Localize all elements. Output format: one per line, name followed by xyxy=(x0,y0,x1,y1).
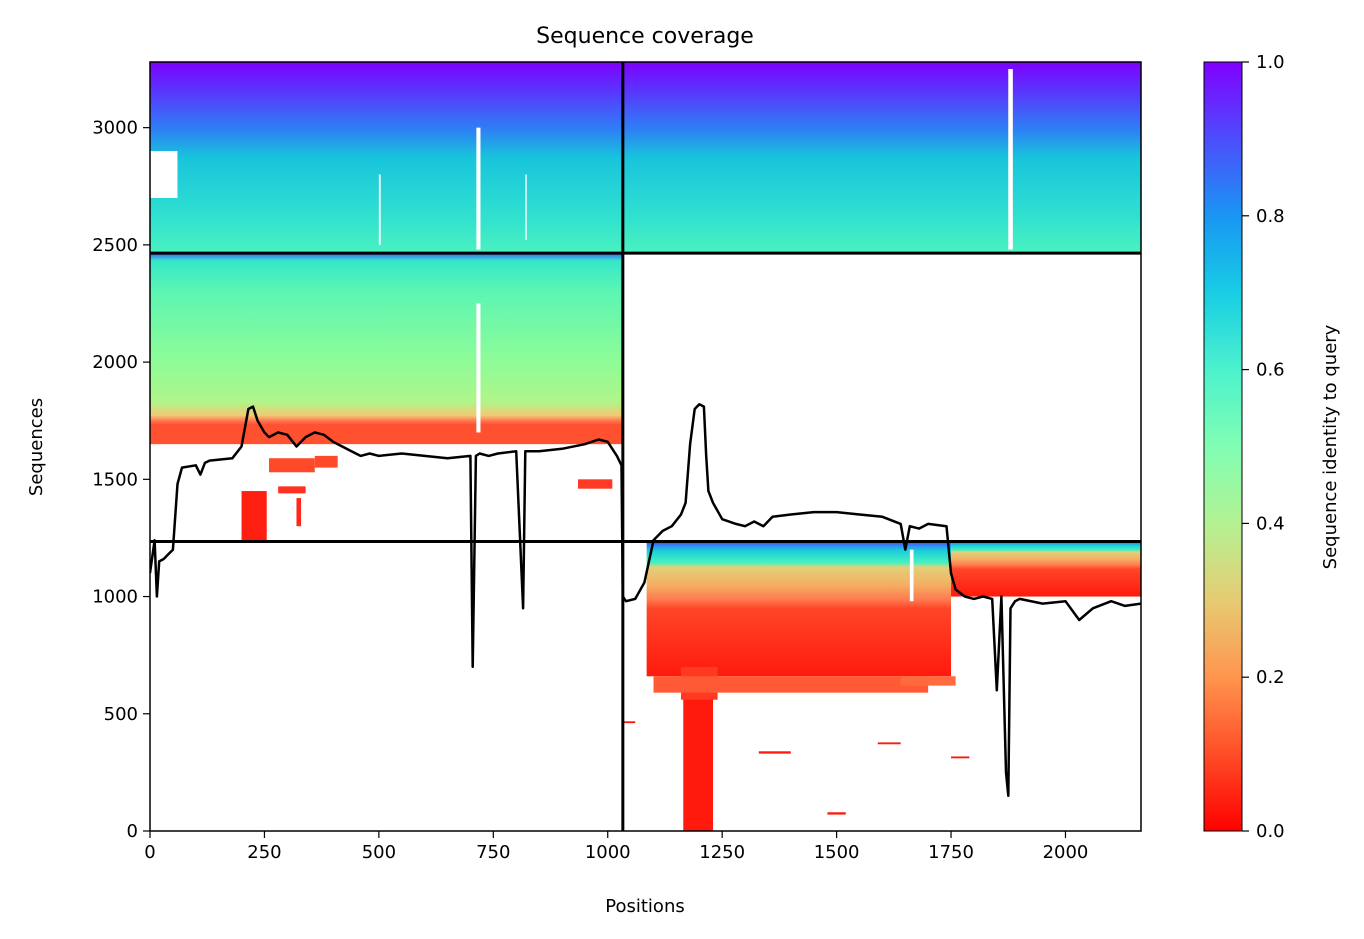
x-tick-label: 1750 xyxy=(928,842,974,863)
heatmap-block-top xyxy=(150,62,1141,254)
heatmap-fragment xyxy=(951,756,970,759)
x-tick-label: 0 xyxy=(144,842,155,863)
heatmap-block-right-tail xyxy=(951,541,1141,597)
coverage-line xyxy=(150,403,1141,798)
y-tick-label: 0 xyxy=(127,821,138,842)
heatmap-gap xyxy=(476,303,481,433)
colorbar-tick-label: 0.4 xyxy=(1256,513,1285,534)
heatmap-fragment xyxy=(683,676,714,831)
x-axis: 0 250 500 750 1000 1250 1500 1750 2000 xyxy=(144,831,1088,863)
x-tick-label: 1000 xyxy=(585,842,631,863)
colorbar-tick-label: 0.6 xyxy=(1256,360,1285,381)
heatmap-gap xyxy=(909,549,914,602)
colorbar-axis: 0.0 0.2 0.4 0.6 0.8 1.0 xyxy=(1242,52,1285,842)
heatmap-fragment xyxy=(877,742,901,745)
colorbar-tick-label: 1.0 xyxy=(1256,52,1285,73)
heatmap-fragment xyxy=(314,455,338,468)
heatmap-fragment xyxy=(269,458,315,473)
plot-frame xyxy=(149,61,1142,832)
heatmap-fragment xyxy=(653,676,929,693)
coverage-line-layer xyxy=(150,403,1141,798)
y-tick-label: 2000 xyxy=(92,352,138,373)
heatmap-gap xyxy=(150,151,178,198)
heatmap-block-left-middle xyxy=(150,253,623,445)
heatmap-gap xyxy=(525,174,527,241)
y-tick-label: 500 xyxy=(104,704,138,725)
domain-dividers xyxy=(150,62,1141,831)
chart-title: Sequence coverage xyxy=(536,24,754,49)
colorbar-tick-label: 0.0 xyxy=(1256,821,1285,842)
x-axis-label: Positions xyxy=(605,896,684,917)
colorbar-tick-label: 0.8 xyxy=(1256,206,1285,227)
heatmap-fragment xyxy=(827,812,846,815)
heatmap-gap xyxy=(476,127,481,250)
heatmap-block-right-lower xyxy=(646,541,952,677)
heatmap-fragment xyxy=(577,479,613,489)
y-tick-label: 1500 xyxy=(92,469,138,490)
colorbar-tick-label: 0.2 xyxy=(1256,667,1285,688)
y-tick-label: 1000 xyxy=(92,587,138,608)
x-tick-label: 1500 xyxy=(814,842,860,863)
colorbar xyxy=(1203,61,1243,832)
colorbar-label: Sequence identity to query xyxy=(1320,324,1341,569)
x-tick-label: 500 xyxy=(362,842,396,863)
heatmap-fragment xyxy=(900,676,956,686)
heatmap-fragment xyxy=(296,498,302,527)
heatmap-fragment xyxy=(241,491,267,543)
y-axis: 0 500 1000 1500 2000 2500 3000 xyxy=(92,118,150,842)
y-tick-label: 3000 xyxy=(92,118,138,139)
y-tick-label: 2500 xyxy=(92,235,138,256)
x-tick-label: 2000 xyxy=(1043,842,1089,863)
heatmap-fragment xyxy=(278,486,306,494)
heatmap-gap xyxy=(378,174,381,245)
x-tick-label: 1250 xyxy=(699,842,745,863)
x-tick-label: 250 xyxy=(247,842,281,863)
heatmap-fragment xyxy=(758,751,791,754)
y-axis-label: Sequences xyxy=(26,398,47,496)
heatmap-fragment xyxy=(623,721,636,724)
msa-heatmap xyxy=(150,62,1141,831)
x-tick-label: 750 xyxy=(476,842,510,863)
heatmap-gap xyxy=(1008,69,1013,250)
